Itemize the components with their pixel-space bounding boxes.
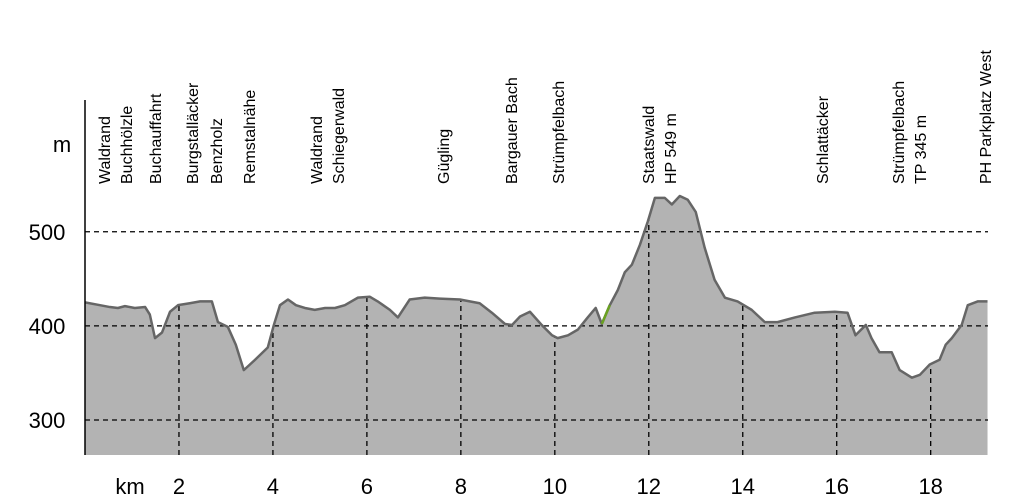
y-tick-label: 300 — [29, 408, 66, 433]
waypoint-label: TP 345 m — [913, 115, 930, 184]
x-tick-label: 4 — [267, 474, 279, 499]
x-tick-label: 8 — [455, 474, 467, 499]
profile-line — [84, 194, 988, 379]
x-axis-label: km — [115, 474, 144, 499]
y-tick-label: 500 — [29, 220, 66, 245]
waypoint-label: Schiegerwald — [331, 88, 348, 184]
waypoint-label: Buchauffahrt — [148, 93, 165, 184]
waypoint-label: Gügling — [436, 129, 453, 184]
waypoint-label: Strümpfelbach — [551, 81, 568, 184]
x-tick-label: 6 — [361, 474, 373, 499]
x-tick-label: 16 — [824, 474, 848, 499]
y-tick-label: 400 — [29, 314, 66, 339]
waypoint-label: Burgstalläcker — [185, 82, 202, 184]
waypoint-label: Staatswald — [641, 106, 658, 184]
highlight-segment — [600, 304, 611, 325]
waypoint-label: Strümpfelbach — [891, 81, 908, 184]
x-tick-label: 14 — [731, 474, 755, 499]
waypoint-label: Waldrand — [97, 116, 114, 184]
x-tick-label: 12 — [637, 474, 661, 499]
waypoint-label: Remstalnähe — [242, 90, 259, 184]
x-tick-label: 18 — [918, 474, 942, 499]
waypoint-label: Schlattäcker — [815, 95, 832, 184]
waypoint-label: HP 549 m — [663, 113, 680, 184]
x-tick-label: 2 — [173, 474, 185, 499]
y-axis-label: m — [53, 132, 71, 157]
waypoint-label: Waldrand — [309, 116, 326, 184]
waypoint-label: Buchhölzle — [119, 106, 136, 184]
waypoint-label: Bargauer Bach — [504, 77, 521, 184]
waypoint-label: PH Parkplatz West — [978, 49, 995, 184]
waypoint-label: Benzholz — [209, 118, 226, 184]
x-tick-label: 10 — [543, 474, 567, 499]
